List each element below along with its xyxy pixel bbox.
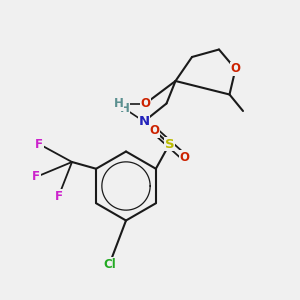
Text: O: O bbox=[149, 124, 160, 137]
Text: H: H bbox=[120, 102, 129, 115]
Text: F: F bbox=[55, 190, 62, 203]
Text: F: F bbox=[35, 137, 43, 151]
Text: Cl: Cl bbox=[103, 257, 116, 271]
Text: H: H bbox=[114, 97, 123, 110]
Text: S: S bbox=[165, 137, 174, 151]
Text: O: O bbox=[179, 151, 190, 164]
Text: F: F bbox=[32, 170, 40, 184]
Text: N: N bbox=[138, 115, 150, 128]
Text: O: O bbox=[230, 62, 241, 76]
Text: O: O bbox=[140, 97, 151, 110]
